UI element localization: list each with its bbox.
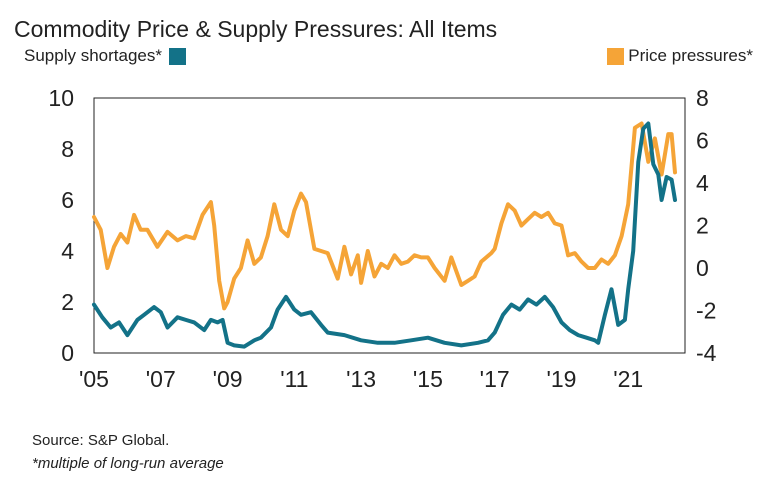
legend-price-pressures: Price pressures* bbox=[607, 46, 753, 66]
x-tick-label: '13 bbox=[346, 366, 376, 392]
legend-supply-shortages-label: Supply shortages* bbox=[24, 46, 162, 65]
legend-price-pressures-label: Price pressures* bbox=[628, 46, 753, 65]
series-line-price-pressures bbox=[92, 121, 677, 311]
left-tick-label: 6 bbox=[61, 187, 74, 213]
x-tick-label: '11 bbox=[280, 366, 308, 392]
x-axis: '05 '07 '09 '11 '13 '15 '17 '19 '21 bbox=[79, 366, 643, 392]
legend-supply-shortages: Supply shortages* bbox=[24, 46, 186, 66]
right-tick-label: 6 bbox=[696, 128, 709, 154]
plot-frame bbox=[93, 97, 686, 354]
footnote: *multiple of long-run average bbox=[32, 455, 224, 472]
left-tick-label: 10 bbox=[48, 85, 74, 111]
legend-price-pressures-swatch bbox=[607, 47, 625, 65]
left-tick-label: 2 bbox=[61, 289, 74, 315]
x-tick-label: '07 bbox=[146, 366, 176, 392]
source-note: Source: S&P Global. bbox=[32, 432, 170, 449]
x-tick-label: '19 bbox=[546, 366, 576, 392]
left-tick-label: 4 bbox=[61, 238, 74, 264]
x-tick-label: '05 bbox=[79, 366, 109, 392]
series-line-supply-shortages bbox=[92, 121, 677, 349]
series-group bbox=[92, 121, 677, 349]
x-tick-label: '15 bbox=[413, 366, 443, 392]
right-tick-label: -2 bbox=[696, 298, 716, 324]
chart-title: Commodity Price & Supply Pressures: All … bbox=[14, 16, 498, 42]
right-axis: 8 6 4 2 0 -2 -4 bbox=[696, 85, 717, 366]
right-tick-label: 4 bbox=[696, 170, 709, 196]
left-axis: 10 8 6 4 2 0 bbox=[48, 85, 74, 366]
right-tick-label: -4 bbox=[696, 340, 717, 366]
left-tick-label: 0 bbox=[61, 340, 74, 366]
x-tick-label: '09 bbox=[213, 366, 243, 392]
right-tick-label: 8 bbox=[696, 85, 709, 111]
right-tick-label: 0 bbox=[696, 255, 709, 281]
left-tick-label: 8 bbox=[61, 136, 74, 162]
legend-supply-shortages-swatch bbox=[168, 47, 186, 65]
x-tick-label: '17 bbox=[480, 366, 510, 392]
right-tick-label: 2 bbox=[696, 213, 709, 239]
x-tick-label: '21 bbox=[613, 366, 643, 392]
